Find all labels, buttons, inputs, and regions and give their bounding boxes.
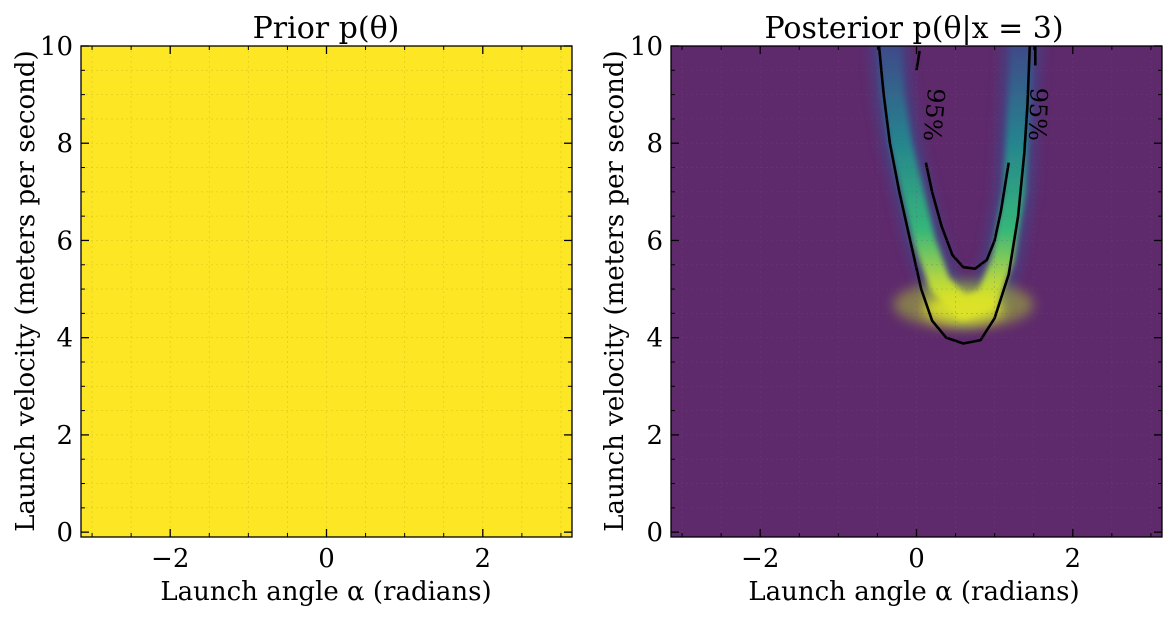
posterior-peak-halo [893,280,1034,329]
contour-label: 95% [918,87,951,143]
x-tick-label: 2 [475,544,492,574]
prior-ticks: −2 0 2 0 2 4 6 8 10 [40,32,572,574]
posterior-title: Posterior p(θ|x = 3) [764,11,1063,46]
contour-95-inner [924,162,1010,270]
contour-label: 95% [1023,87,1053,141]
y-tick-label: 10 [630,32,663,62]
y-tick-label: 2 [56,421,73,451]
prior-title: Prior p(θ) [253,11,400,46]
contour-95-top-left [915,50,921,71]
prior-ylabel: Launch velocity (meters per second) [11,50,41,531]
y-tick-label: 0 [646,518,663,548]
prior-panel: −2 0 2 0 2 4 6 8 10 Prior p(θ) Launch angle α (r… [11,11,573,607]
y-tick-label: 6 [646,226,663,256]
prior-xlabel: Launch angle α (radians) [160,577,491,607]
y-tick-label: 8 [56,129,73,159]
y-tick-label: 2 [646,421,663,451]
y-tick-label: 6 [56,226,73,256]
y-tick-label: 10 [40,32,73,62]
posterior-ylabel: Launch velocity (meters per second) [600,50,630,531]
y-tick-label: 4 [56,324,73,354]
x-tick-label: 0 [908,544,925,574]
x-tick-label: 2 [1065,544,1082,574]
y-tick-label: 4 [646,324,663,354]
prior-heatmap-area [81,46,572,537]
contour-labels: 95% 95% [918,87,1053,143]
y-tick-label: 8 [646,129,663,159]
x-tick-label: 0 [318,544,335,574]
y-tick-label: 0 [56,518,73,548]
posterior-xlabel: Launch angle α (radians) [748,577,1079,607]
posterior-density [870,46,1041,345]
x-tick-label: −2 [151,544,189,574]
prior-grid [81,46,572,537]
x-tick-label: −2 [741,544,779,574]
posterior-ticks: −2 0 2 0 2 4 6 8 10 [630,32,1162,574]
contour-95-outer [877,46,1032,345]
posterior-grid [671,46,1162,537]
